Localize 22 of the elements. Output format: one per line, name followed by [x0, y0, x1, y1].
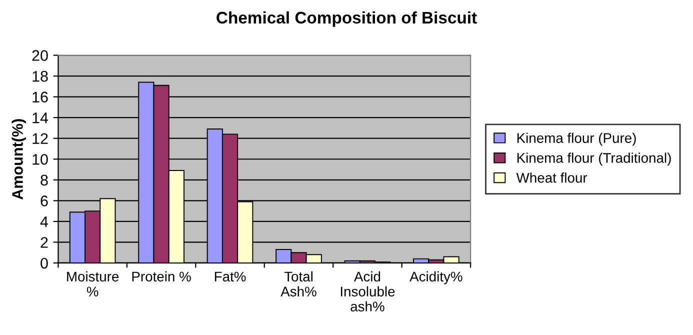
x-tick-label: Acid Insoluble ash% — [340, 271, 395, 312]
y-tick-label: 20 — [32, 50, 48, 61]
y-tick-label: 14 — [32, 112, 48, 124]
x-tick-label: Moisture % — [67, 271, 119, 296]
x-tick-label: Acidity% — [410, 271, 462, 284]
y-tick-label: 2 — [40, 237, 48, 248]
legend-label: Kinema flour (Pure) — [517, 132, 636, 146]
y-tick-label: 10 — [32, 154, 48, 165]
legend-label: Kinema flour (Traditional) — [517, 152, 671, 166]
y-tick-label: 6 — [40, 196, 48, 206]
y-axis-title: Amount(%) — [12, 119, 26, 200]
y-tick-label: 18 — [32, 70, 48, 82]
chart-title: Chemical Composition of Biscuit — [216, 11, 477, 27]
y-tick-label: 12 — [32, 133, 48, 144]
legend-label: Wheat flour — [516, 172, 588, 183]
y-tick-label: 4 — [40, 216, 48, 227]
x-tick-label: Protein % — [132, 271, 191, 282]
y-tick-label: 8 — [40, 174, 48, 186]
x-tick-label: Fat% — [214, 272, 246, 282]
x-tick-label: Total Ash% — [280, 271, 316, 296]
y-tick-label: 16 — [32, 92, 48, 102]
y-tick-label: 0 — [40, 258, 48, 269]
